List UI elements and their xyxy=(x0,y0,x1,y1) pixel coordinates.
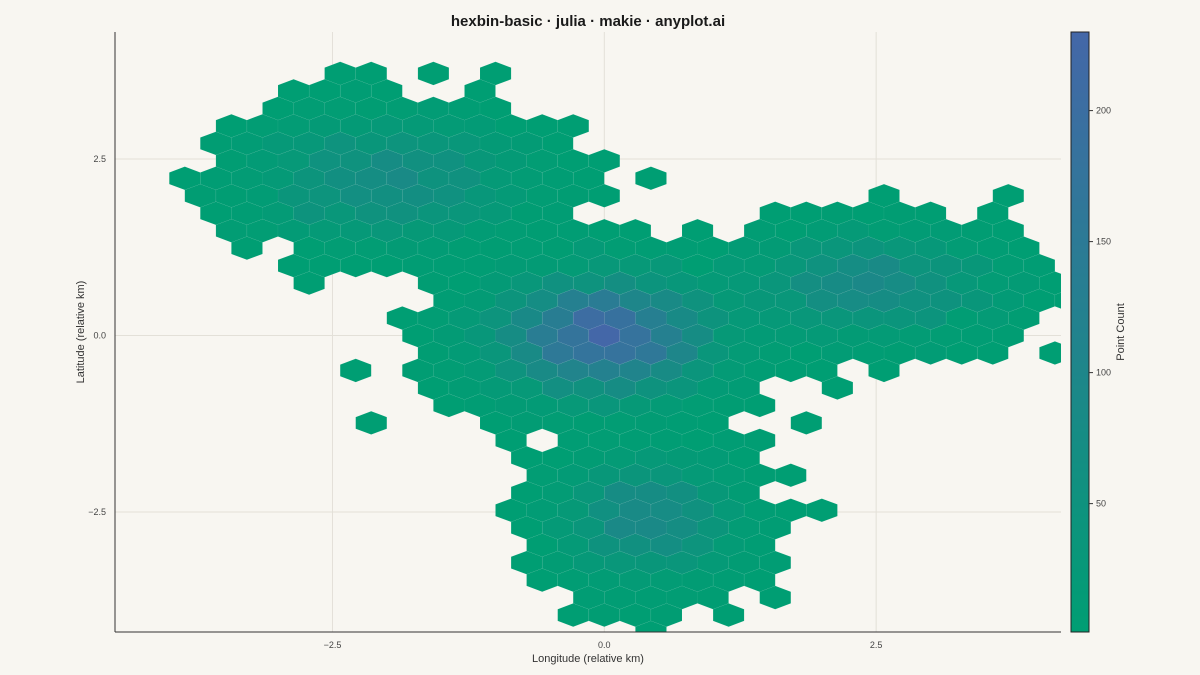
chart-title: hexbin-basic · julia · makie · anyplot.a… xyxy=(451,13,725,30)
hexbin-cell xyxy=(200,201,232,226)
hexbin-cell xyxy=(479,61,512,86)
colorbar-tick-label: 150 xyxy=(1096,237,1111,247)
hexbin-cell xyxy=(293,236,325,261)
hexbin-cell xyxy=(945,306,978,331)
x-tick-label: −2.5 xyxy=(324,640,342,650)
x-axis-ticks: −2.5 0.0 2.5 xyxy=(324,640,883,650)
hexbin-cell xyxy=(370,148,403,173)
hexbin-cell xyxy=(572,410,605,435)
hexbin-cell xyxy=(510,271,543,296)
hexbin-cell xyxy=(805,253,838,278)
y-tick-label: 0.0 xyxy=(93,331,106,341)
hexbin-cell xyxy=(370,78,403,103)
hexbin-cell xyxy=(619,463,652,488)
hexbin-cell xyxy=(417,375,450,400)
hexbin-cell xyxy=(743,568,776,593)
hexbin-cell xyxy=(635,236,667,261)
hexbin-cell xyxy=(417,61,450,86)
hexbin-cell xyxy=(339,358,372,383)
hexbin-cell xyxy=(603,550,636,575)
hexbin-cell xyxy=(681,253,714,278)
hexbin-cell xyxy=(588,218,621,243)
x-tick-label: 2.5 xyxy=(870,640,883,650)
hexbin-cell xyxy=(805,358,838,383)
hexbin-cell xyxy=(635,166,667,191)
hexbin-cell xyxy=(541,166,574,191)
hexbin-cell xyxy=(510,480,543,505)
hexbin-cell xyxy=(650,288,683,313)
hexbin-cell xyxy=(759,201,792,226)
colorbar-tick-label: 50 xyxy=(1096,499,1106,509)
hexbin-cell xyxy=(992,183,1025,208)
hexbin-cell xyxy=(805,498,838,523)
hexbin-cell xyxy=(759,515,792,540)
y-tick-label: 2.5 xyxy=(93,154,106,164)
hexbin-cell xyxy=(728,480,761,505)
hexbin-cell xyxy=(510,515,543,540)
x-axis-label: Longitude (relative km) xyxy=(532,653,644,665)
hexbin-cell xyxy=(526,568,559,593)
hexbin-cell xyxy=(852,341,885,365)
hexbin-cell xyxy=(355,410,388,435)
colorbar-ticks: 50 100 150 200 xyxy=(1089,106,1111,509)
hexbin-cell xyxy=(712,323,745,348)
hexbin-cell xyxy=(510,201,543,226)
hexbin-cell xyxy=(945,236,978,261)
colorbar-tick-label: 100 xyxy=(1096,368,1111,378)
hexbin-cell xyxy=(557,358,590,383)
hexbin-cell xyxy=(541,445,574,470)
hexbin-cell xyxy=(743,393,776,418)
hexbin-cell xyxy=(868,183,900,208)
hexbin-cell xyxy=(370,253,403,278)
hexbin-cell xyxy=(386,306,419,331)
x-tick-label: 0.0 xyxy=(598,640,611,650)
hexbin-cell xyxy=(355,201,388,226)
hexbin-cell xyxy=(805,288,838,313)
hexbin-cell xyxy=(728,236,761,261)
hexbin-cell xyxy=(588,148,621,173)
hexbin-cell xyxy=(712,428,745,453)
hexbin-cell xyxy=(1054,292,1061,310)
y-axis-label: Latitude (relative km) xyxy=(75,281,87,384)
y-axis-ticks: −2.5 0.0 2.5 xyxy=(88,154,106,517)
hexbin-cell xyxy=(1086,324,1117,347)
hexbin-cell xyxy=(681,218,714,243)
hexbin-cell xyxy=(945,341,978,365)
hexbin-cell xyxy=(992,218,1025,243)
hexbin-cell xyxy=(479,96,512,121)
hexbin-cell xyxy=(774,463,807,488)
hexbin-layer xyxy=(169,61,1117,632)
y-tick-label: −2.5 xyxy=(88,507,106,517)
hexbin-cell xyxy=(790,410,823,435)
hexbin-cell xyxy=(293,166,325,191)
hexbin-cell xyxy=(448,236,481,261)
hexbin-cell xyxy=(868,288,900,313)
colorbar-tick-label: 200 xyxy=(1096,106,1111,116)
colorbar xyxy=(1070,31,1090,633)
hexbin-cell xyxy=(1039,341,1061,365)
hexbin-cell xyxy=(635,620,667,632)
hexbin-cell xyxy=(215,113,248,138)
hexbin-cell xyxy=(557,113,590,138)
hexbin-cell xyxy=(712,603,745,628)
colorbar-label: Point Count xyxy=(1115,303,1127,360)
hexbin-cell xyxy=(169,166,201,191)
hexbin-cell xyxy=(557,603,590,628)
hexbin-cell xyxy=(277,78,310,103)
